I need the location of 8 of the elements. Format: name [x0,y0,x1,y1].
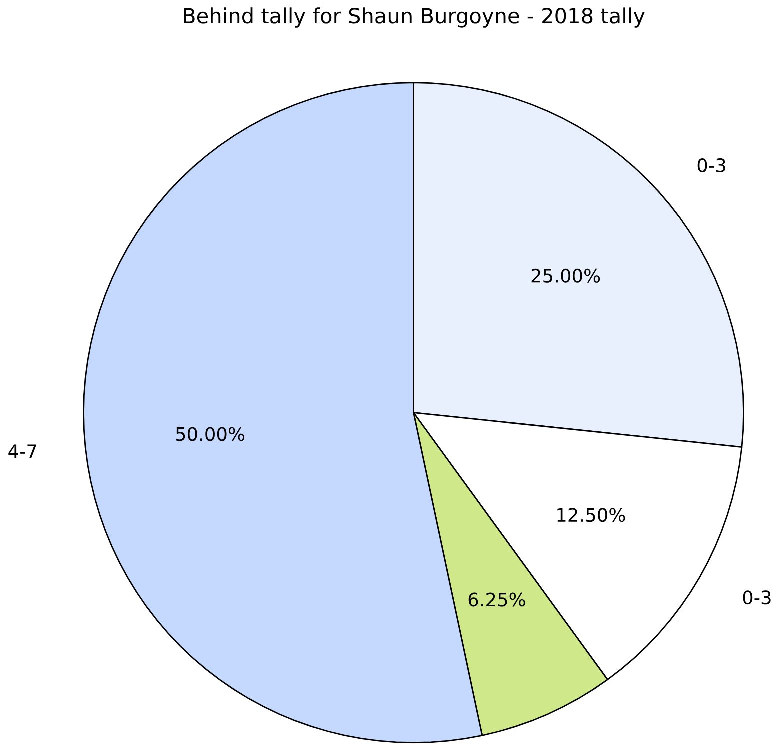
slice-label: 0-3 [743,590,771,605]
slice-label: 0-3 [698,158,726,173]
data-label: 50.00% [176,427,245,442]
data-label: 6.25% [468,592,526,607]
data-label: 25.00% [532,269,600,284]
chart-title: Behind tally for Shaun Burgoyne - 2018 tally [184,8,645,28]
slice-label: 4-7 [8,444,36,458]
data-label: 12.50% [558,508,626,522]
